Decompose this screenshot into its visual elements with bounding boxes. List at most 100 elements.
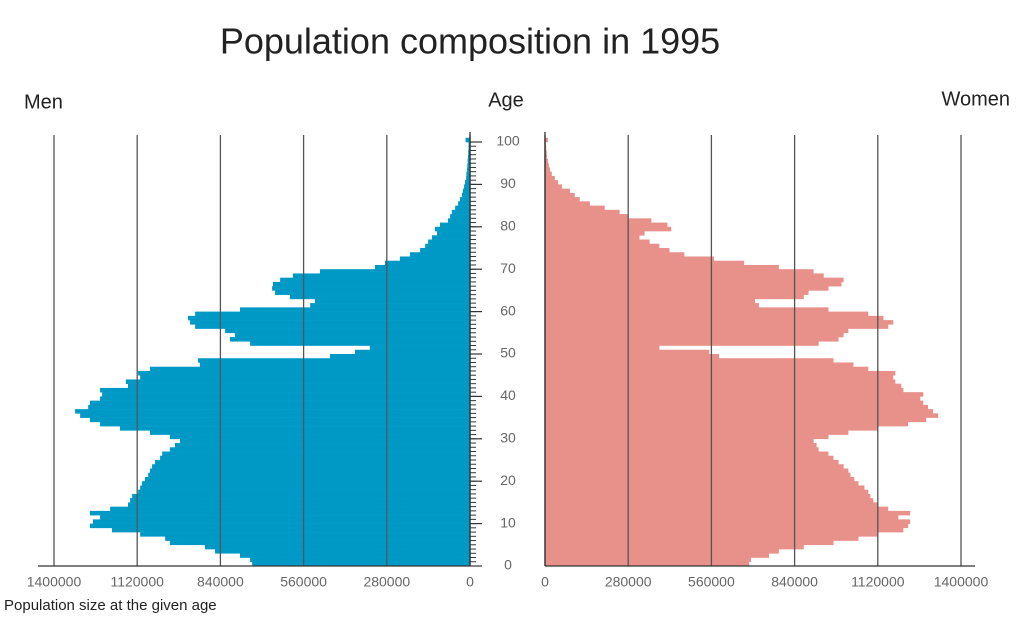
bar [229,337,470,342]
bar [369,345,470,351]
bar [545,298,756,304]
bar [102,392,470,397]
bar [461,192,470,198]
bar [125,379,470,384]
bar [467,167,470,172]
bar [545,235,640,240]
bar [140,485,470,490]
bar [545,324,889,329]
bar [545,226,672,232]
bar [545,260,745,266]
bar [240,553,470,558]
bar [545,349,710,355]
y-tick-label: 0 [504,557,512,573]
bar [545,472,851,478]
bar [88,404,471,410]
bar [545,222,668,228]
bar [152,464,471,469]
bar [195,324,470,329]
bar [162,451,470,457]
bar [545,485,865,490]
bar [250,341,470,346]
bar [127,502,470,507]
bar [330,354,470,359]
bar [545,362,854,368]
y-tick-label: 40 [500,387,516,403]
bar [545,180,559,185]
bar [545,544,804,550]
bar [225,328,470,334]
bar [545,421,909,427]
left-label: Men [24,91,63,113]
bar [174,443,471,448]
bar [468,146,470,151]
bar [545,201,590,206]
bar [455,205,470,211]
right-label: Women [941,88,1010,110]
x-tick-label: 280000 [605,574,652,590]
bar [545,434,829,440]
x-tick-label: 560000 [280,574,327,590]
bar [545,175,555,181]
bar [468,142,470,147]
bar [545,154,548,160]
bar [409,252,470,257]
bar [545,252,685,257]
bar [155,460,470,465]
bar [545,383,902,389]
bar [545,197,580,202]
bar [458,201,470,206]
bar [437,231,470,236]
x-tick-label: 560000 [688,574,735,590]
bar [545,396,921,401]
bar [545,320,894,325]
bar [545,400,924,406]
bar [545,218,652,223]
bar [195,311,470,317]
bar [199,362,470,368]
bar [545,540,834,546]
bar [466,175,470,181]
bar [545,239,650,245]
x-tick-label: 1400000 [934,574,989,590]
bar [374,264,470,270]
y-tick-label: 90 [500,175,516,191]
bar [545,192,575,198]
bar [545,354,720,359]
bar [545,561,750,567]
bar [292,273,470,278]
bar [545,523,909,529]
bar [204,544,470,550]
x-tick-label: 0 [466,574,474,590]
bar [100,396,471,401]
bar [545,188,570,194]
y-tick-label: 30 [500,430,516,446]
bar [545,527,904,533]
bar [188,315,471,321]
x-axis-label: Population size at the given age [4,597,217,614]
bar [240,307,470,312]
bar [545,379,896,384]
bar [545,498,874,503]
bar [92,519,470,524]
bar [310,303,470,308]
bar [465,137,470,143]
bar [468,150,470,156]
bar [399,256,470,262]
bar [149,468,470,474]
x-tick-label: 1400000 [27,574,82,590]
bar [545,549,779,554]
bar [545,277,844,283]
chart-title: Population composition in 1995 [220,21,720,62]
bar [169,540,470,546]
bar [545,209,620,215]
bar [100,421,471,427]
bar [545,447,819,452]
bar [545,366,869,372]
bar [89,523,470,529]
bar [545,451,829,457]
bar [434,226,470,232]
bar [165,536,471,541]
bar [280,277,470,283]
bar [252,561,470,567]
